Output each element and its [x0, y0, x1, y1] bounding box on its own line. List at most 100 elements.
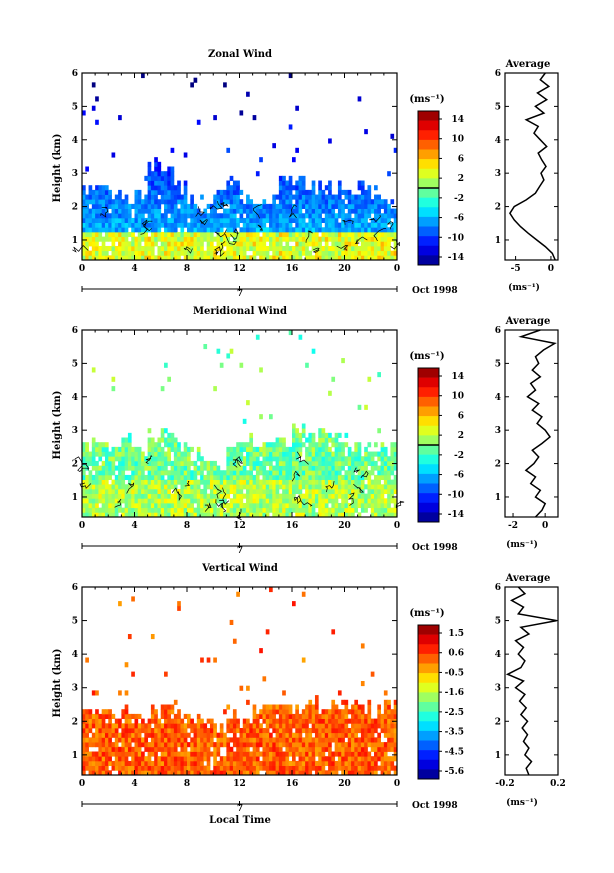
heatmap-cell: [101, 770, 106, 776]
heatmap-cell: [255, 217, 260, 224]
colorbar-unit: (ms⁻¹): [409, 351, 444, 362]
heatmap-cell: [167, 751, 171, 757]
heatmap-cell: [360, 760, 365, 766]
heatmap-cell: [187, 502, 191, 509]
heatmap-cell: [331, 629, 336, 635]
heatmap-cell: [292, 217, 296, 224]
heatmap-cell: [265, 203, 270, 209]
heatmap-cell: [331, 502, 336, 509]
heatmap-cell: [124, 770, 129, 776]
heatmap-cell: [167, 470, 171, 476]
heatmap-cell: [275, 704, 280, 710]
heatmap-cell: [278, 770, 283, 776]
colorbar-swatch: [418, 416, 439, 427]
heatmap-cell: [252, 250, 257, 256]
heatmap-cell: [364, 203, 368, 209]
heatmap-cell: [364, 241, 368, 247]
heatmap-cell: [259, 460, 263, 466]
heatmap-cell: [252, 241, 257, 247]
heatmap-cell: [298, 713, 303, 719]
heatmap-cell: [357, 512, 362, 518]
heatmap-cell: [200, 718, 204, 724]
heatmap-cell: [147, 484, 152, 490]
heatmap-cell: [387, 756, 391, 762]
contour-line: [140, 220, 153, 235]
colorbar-tick-label: 14: [451, 115, 464, 125]
heatmap-cell: [137, 723, 142, 729]
heatmap-cell: [288, 199, 293, 205]
heatmap-cell: [157, 437, 162, 443]
heatmap-cell: [226, 189, 231, 195]
heatmap-cell: [200, 470, 204, 476]
heatmap-cell: [285, 236, 290, 242]
heatmap-cell: [370, 512, 375, 518]
heatmap-cell: [364, 756, 368, 762]
heatmap-cell: [314, 227, 319, 233]
heatmap-cell: [249, 217, 254, 224]
heatmap-cell: [88, 507, 93, 513]
heatmap-cell: [341, 460, 345, 466]
heatmap-cell: [288, 255, 293, 261]
heatmap-cell: [328, 709, 332, 715]
heatmap-cell: [265, 493, 270, 499]
heatmap-cell: [377, 507, 381, 513]
heatmap-cell: [292, 756, 296, 762]
heatmap-cell: [318, 180, 322, 186]
heatmap-cell: [154, 166, 158, 172]
heatmap-cell: [236, 185, 240, 191]
heatmap-cell: [141, 73, 145, 79]
heatmap-cell: [157, 171, 162, 177]
heatmap-cell: [393, 213, 398, 219]
heatmap-cell: [147, 742, 152, 748]
heatmap-cell: [114, 203, 119, 209]
heatmap-cell: [177, 245, 181, 252]
heatmap-cell: [364, 737, 368, 743]
heatmap-cell: [364, 245, 368, 252]
heatmap-cell: [387, 484, 391, 490]
heatmap-cell: [118, 222, 122, 228]
heatmap-cell: [154, 713, 158, 719]
heatmap-cell: [282, 742, 286, 748]
heatmap-cell: [262, 446, 267, 452]
heatmap-cell: [104, 185, 109, 191]
heatmap-cell: [236, 479, 240, 485]
colorbar-swatch: [418, 188, 439, 198]
heatmap-cell: [101, 208, 106, 214]
heatmap-cell: [82, 756, 86, 762]
heatmap-cell: [337, 742, 342, 748]
heatmap-cell: [114, 217, 119, 224]
heatmap-cell: [157, 166, 162, 172]
heatmap-cell: [104, 217, 109, 224]
heatmap-cell: [203, 765, 208, 771]
heatmap-cell: [242, 502, 247, 509]
heatmap-cell: [196, 493, 201, 499]
heatmap-cell: [354, 498, 359, 504]
heatmap-cell: [255, 451, 260, 457]
heatmap-cell: [85, 217, 89, 224]
heatmap-cell: [377, 456, 381, 462]
heatmap-cell: [295, 737, 299, 743]
heatmap-cell: [380, 488, 385, 495]
heatmap-cell: [354, 746, 359, 752]
heatmap-cell: [351, 502, 355, 509]
heatmap-cell: [374, 498, 378, 504]
heatmap-cell: [351, 493, 355, 499]
heatmap-cell: [229, 507, 234, 513]
heatmap-cell: [121, 245, 126, 252]
colorbar-swatch: [418, 159, 439, 170]
heatmap-cell: [360, 718, 365, 724]
heatmap-cell: [196, 507, 201, 513]
heatmap-cell: [314, 460, 319, 466]
heatmap-cell: [236, 203, 240, 209]
heatmap-cell: [328, 732, 332, 738]
heatmap-cell: [249, 222, 254, 228]
heatmap-cell: [360, 236, 365, 242]
heatmap-cell: [357, 718, 362, 724]
heatmap-cell: [377, 488, 381, 495]
heatmap-cell: [308, 446, 313, 452]
heatmap-cell: [88, 231, 93, 238]
heatmap-cell: [154, 161, 158, 167]
heatmap-cell: [285, 765, 290, 771]
heatmap-cell: [354, 742, 359, 748]
contour-line: [72, 245, 89, 253]
